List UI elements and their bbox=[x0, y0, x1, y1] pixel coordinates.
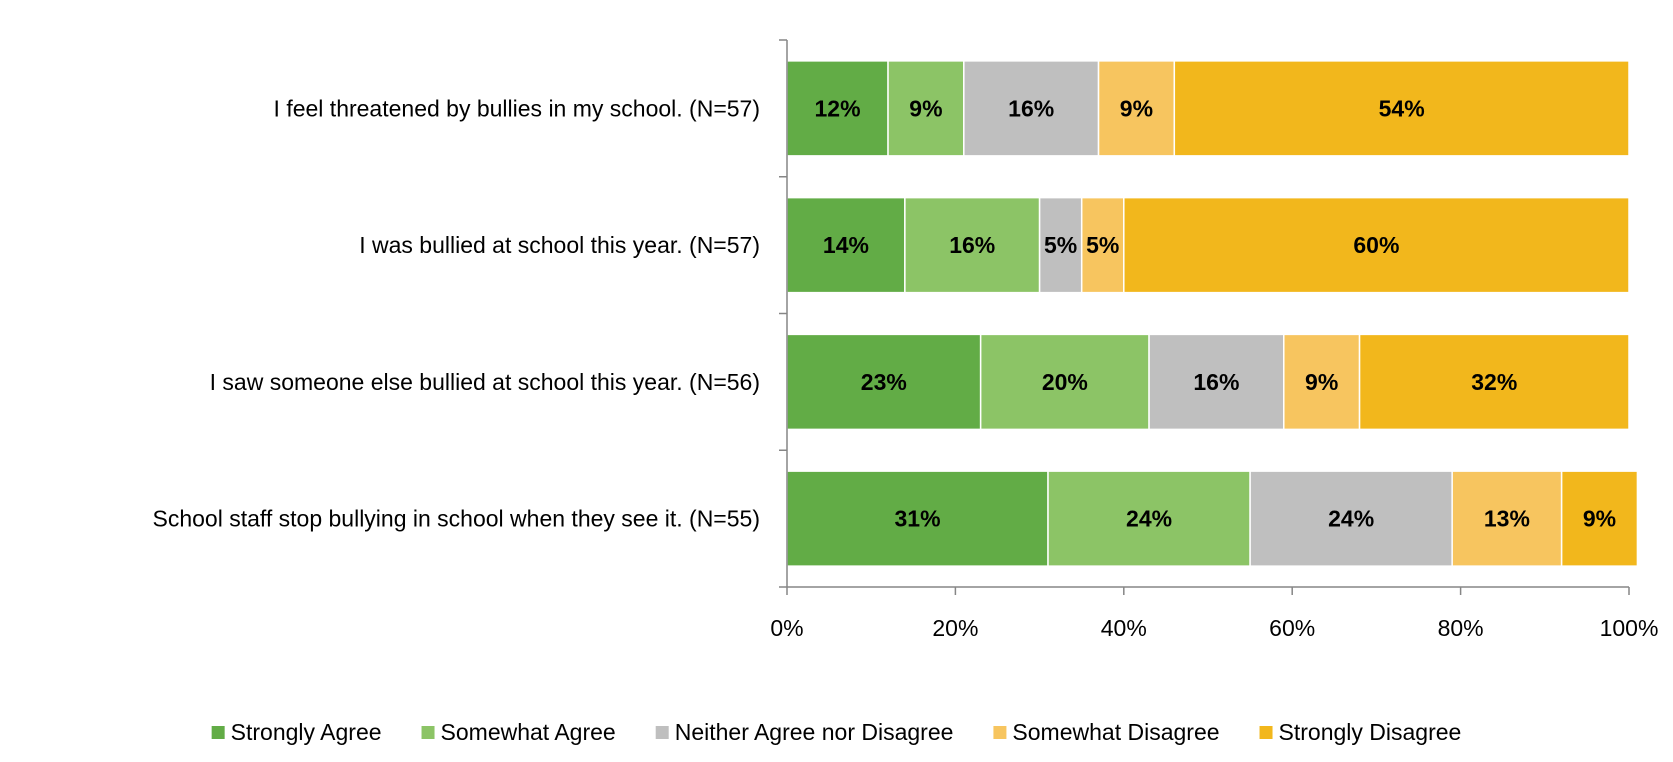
bar-segment-2-4 bbox=[1080, 196, 1125, 294]
x-tick-label-2: 20% bbox=[932, 615, 978, 641]
data-label-2-3: 5% bbox=[1044, 232, 1077, 258]
data-label-2-5: 60% bbox=[1353, 232, 1399, 258]
data-label-3-4: 9% bbox=[1305, 369, 1338, 395]
x-tick-label-1: 0% bbox=[770, 615, 803, 641]
data-label-3-5: 32% bbox=[1471, 369, 1517, 395]
legend-swatch-1 bbox=[211, 726, 225, 739]
bar-segment-3-3 bbox=[1148, 333, 1285, 431]
data-label-1-4: 9% bbox=[1120, 95, 1153, 121]
category-label-1: I feel threatened by bullies in my schoo… bbox=[274, 95, 760, 121]
legend-swatch-3 bbox=[655, 726, 669, 739]
category-label-3: I saw someone else bullied at school thi… bbox=[210, 369, 760, 395]
bar-segment-1-5 bbox=[1173, 60, 1630, 157]
bar-segment-1-3 bbox=[963, 60, 1100, 157]
data-label-1-3: 16% bbox=[1008, 95, 1054, 121]
legend-swatch-5 bbox=[1259, 726, 1273, 739]
legend-label-5: Strongly Disagree bbox=[1279, 719, 1462, 745]
data-label-4-1: 31% bbox=[894, 506, 940, 532]
data-label-2-4: 5% bbox=[1086, 232, 1119, 258]
data-label-4-3: 24% bbox=[1328, 506, 1374, 532]
legend-swatch-2 bbox=[421, 726, 435, 739]
legend-item-5: Strongly Disagree bbox=[1259, 719, 1462, 745]
legend-swatch-4 bbox=[993, 726, 1007, 739]
data-label-1-5: 54% bbox=[1379, 95, 1425, 121]
bar-segment-4-4 bbox=[1451, 470, 1563, 567]
legend-label-1: Strongly Agree bbox=[231, 719, 382, 745]
data-label-4-4: 13% bbox=[1484, 506, 1530, 532]
bar-segment-2-1 bbox=[786, 196, 906, 294]
legend: Strongly Agree Somewhat Agree Neither Agre… bbox=[211, 719, 1462, 745]
legend-item-2: Somewhat Agree bbox=[421, 719, 616, 745]
legend-label-4: Somewhat Disagree bbox=[1012, 719, 1219, 745]
x-tick-label-5: 80% bbox=[1438, 615, 1484, 641]
bar-segment-2-2 bbox=[904, 196, 1041, 294]
x-tick-label-4: 60% bbox=[1269, 615, 1315, 641]
legend-item-4: Somewhat Disagree bbox=[993, 719, 1220, 745]
bar-segment-1-2 bbox=[887, 60, 965, 157]
labels-layer: 12% 9% 16% 9% 54% I feel threatened by bullie… bbox=[152, 95, 1616, 531]
legend-label-3: Neither Agree nor Disagree bbox=[675, 719, 954, 745]
bar-segment-4-2 bbox=[1047, 470, 1251, 567]
data-label-1-1: 12% bbox=[814, 95, 860, 121]
axis-layer: 0% 20% 40% 60% 80% 100% bbox=[770, 39, 1659, 641]
bar-segment-1-1 bbox=[786, 60, 889, 157]
data-label-4-5: 9% bbox=[1583, 506, 1616, 532]
data-label-2-1: 14% bbox=[823, 232, 869, 258]
data-label-4-2: 24% bbox=[1126, 506, 1172, 532]
category-label-4: School staff stop bullying in school whe… bbox=[152, 506, 760, 532]
legend-label-2: Somewhat Agree bbox=[441, 719, 616, 745]
bar-segment-4-5 bbox=[1560, 470, 1639, 567]
data-label-2-2: 16% bbox=[949, 232, 995, 258]
legend-item-1: Strongly Agree bbox=[211, 719, 382, 745]
x-tick-label-3: 40% bbox=[1101, 615, 1147, 641]
data-label-3-2: 20% bbox=[1042, 369, 1088, 395]
data-label-3-3: 16% bbox=[1193, 369, 1239, 395]
bar-segment-3-2 bbox=[979, 333, 1150, 431]
bar-segment-3-5 bbox=[1358, 333, 1630, 431]
bar-segment-4-3 bbox=[1249, 470, 1453, 567]
legend-item-3: Neither Agree nor Disagree bbox=[655, 719, 954, 745]
category-label-2: I was bullied at school this year. (N=57… bbox=[359, 232, 760, 258]
bars-layer bbox=[786, 60, 1639, 567]
x-tick-label-6: 100% bbox=[1600, 615, 1659, 641]
bar-segment-2-3 bbox=[1038, 196, 1083, 294]
bar-segment-3-4 bbox=[1283, 333, 1361, 431]
data-label-3-1: 23% bbox=[861, 369, 907, 395]
bar-segment-2-5 bbox=[1123, 196, 1630, 294]
data-label-1-2: 9% bbox=[909, 95, 942, 121]
